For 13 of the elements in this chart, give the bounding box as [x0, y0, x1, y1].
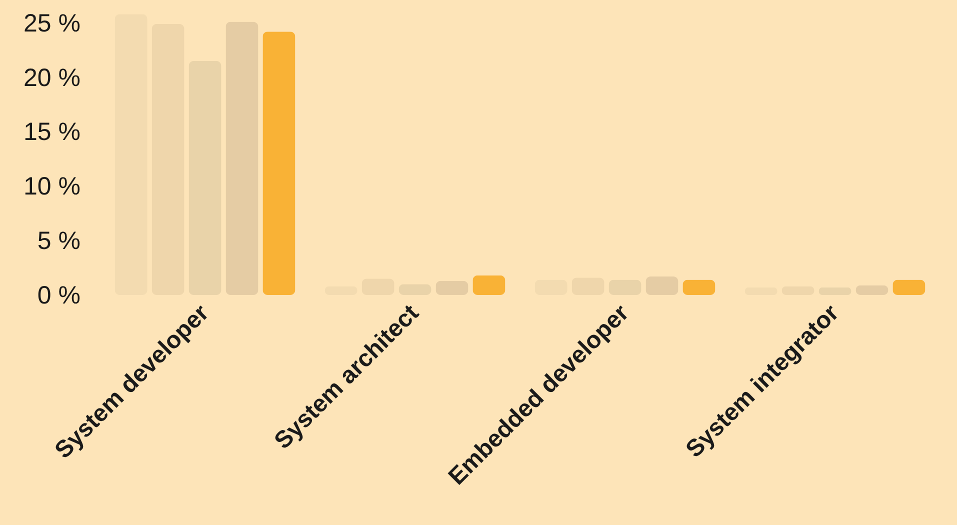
y-tick-label: 5 %: [37, 227, 80, 256]
y-tick-label: 10 %: [24, 172, 80, 201]
y-tick-label: 15 %: [24, 118, 80, 146]
bar: [226, 22, 258, 295]
y-tick-label: 0 %: [37, 282, 80, 310]
bar: [436, 280, 468, 295]
bar: [682, 280, 716, 295]
bar: [262, 32, 296, 295]
bar: [646, 276, 678, 295]
bar: [472, 275, 506, 295]
y-tick-label: 20 %: [24, 64, 80, 92]
y-tick-label: 25 %: [24, 9, 80, 38]
bar: [892, 280, 926, 295]
